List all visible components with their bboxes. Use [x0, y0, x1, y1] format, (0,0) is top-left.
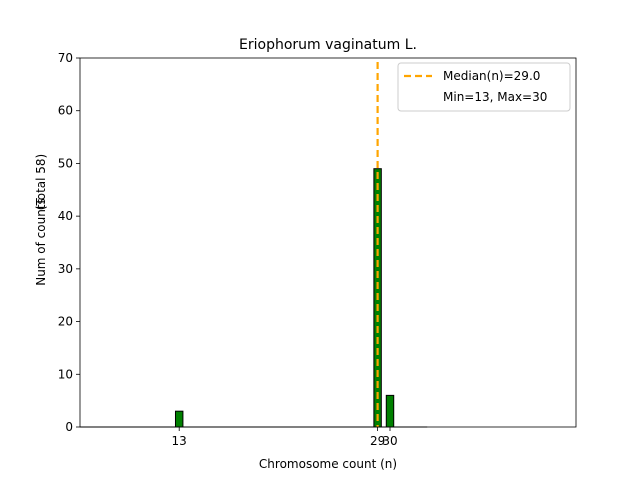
y-tick-label: 0	[65, 420, 73, 434]
y-tick-label: 50	[58, 156, 73, 170]
y-tick-label: 30	[58, 262, 73, 276]
legend-median-label: Median(n)=29.0	[443, 69, 540, 83]
x-tick-label: 13	[172, 434, 187, 448]
bar-13	[174, 410, 184, 428]
y-tick-label: 20	[58, 315, 73, 329]
chart-title: Eriophorum vaginatum L.	[239, 37, 417, 53]
legend: Median(n)=29.0 Min=13, Max=30	[397, 62, 571, 112]
y-tick-label: 40	[58, 209, 73, 223]
y-tick-label: 10	[58, 367, 73, 381]
legend-range-label: Min=13, Max=30	[443, 90, 547, 104]
y-tick-label: 70	[58, 51, 73, 65]
x-axis-label: Chromosome count (n)	[259, 457, 397, 471]
plot-area	[80, 58, 576, 427]
y-axis-label-primary: Num of counts	[34, 198, 48, 286]
x-tick-label: 30	[382, 434, 397, 448]
y-tick-label: 60	[58, 104, 73, 118]
y-axis-ticks: 0 10 20 30 40 50 60 70	[58, 51, 80, 434]
x-tick-label: 29	[370, 434, 385, 448]
bar-30	[385, 394, 395, 428]
y-axis-label-total: (Total 58)	[34, 154, 48, 210]
plot-frame	[79, 57, 577, 428]
legend-box	[397, 62, 571, 112]
